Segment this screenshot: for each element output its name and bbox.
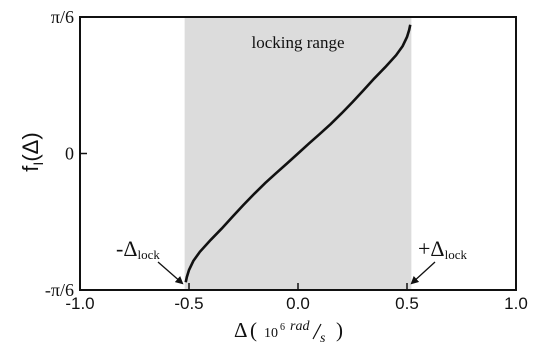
y-tick-label: -π/6 [45, 280, 74, 300]
annotation-left-text: -Δlock [116, 236, 160, 262]
x-axis-label-delta: Δ [234, 318, 248, 342]
x-axis-label-fraction-slash [312, 323, 322, 340]
y-ticks: -π/6 0 π/6 [45, 7, 87, 300]
annotation-right-sub: lock [445, 247, 468, 262]
y-tick-label: π/6 [51, 7, 74, 27]
x-tick-label: -1.0 [65, 294, 94, 313]
x-axis-label-numerator: rad [290, 319, 310, 334]
annotation-right-arrow [410, 261, 436, 285]
x-axis-label-denominator: s [320, 331, 326, 346]
x-axis-label: Δ ( 10 6 rad s ) [234, 318, 343, 346]
y-axis-label-f: f [18, 165, 43, 172]
x-axis-label-open-paren: ( [250, 318, 257, 342]
x-axis-label-exponent: 6 [280, 322, 285, 333]
y-axis-label-rest: (Δ) [18, 132, 43, 161]
annotation-left-main: Δ [123, 236, 137, 261]
series-line [184, 24, 412, 283]
x-tick-label: -0.5 [174, 294, 203, 313]
annotation-left-prefix: - [116, 236, 123, 261]
x-ticks: -1.0 -0.5 0.0 0.5 1.0 [65, 283, 528, 313]
annotation-right-prefix: + [418, 236, 430, 261]
x-tick-label: 1.0 [504, 294, 528, 313]
annotation-minus-delta-lock: -Δlock [116, 236, 184, 285]
annotation-right-text: +Δlock [418, 236, 467, 262]
annotation-plus-delta-lock: +Δlock [410, 236, 467, 285]
y-axis-label: fI(Δ) [18, 132, 46, 171]
x-axis-label-power: 10 [264, 326, 278, 341]
annotation-left-arrow [157, 261, 184, 285]
y-tick-label: 0 [65, 144, 74, 164]
annotation-right-main: Δ [430, 236, 444, 261]
locking-range-label: locking range [252, 33, 345, 52]
x-axis-label-close-paren: ) [336, 318, 343, 342]
y-axis-label-sub: I [30, 162, 46, 166]
annotation-left-sub: lock [137, 247, 160, 262]
x-tick-label: 0.5 [395, 294, 419, 313]
x-tick-label: 0.0 [286, 294, 310, 313]
